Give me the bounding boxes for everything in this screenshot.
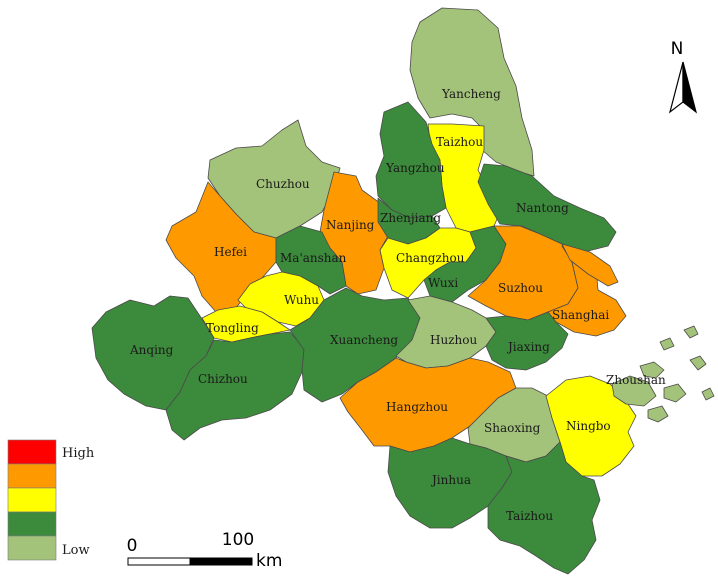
scale-start-label: 0 (127, 536, 138, 556)
label-jiaxing: Jiaxing (506, 340, 550, 354)
island-zhoushan-2 (639, 361, 665, 379)
label-yangzhou: Yangzhou (385, 161, 445, 175)
label-yancheng: Yancheng (441, 87, 501, 101)
label-anqing: Anqing (129, 343, 174, 357)
label-wuxi: Wuxi (428, 276, 458, 290)
label-nanjing: Nanjing (326, 218, 375, 232)
legend-low-label: Low (62, 543, 90, 558)
label-taizhou-jiangsu: Taizhou (436, 135, 483, 149)
island-zhoushan-7 (683, 325, 699, 339)
label-changzhou: Changzhou (396, 251, 465, 265)
island-zhoushan-main (611, 375, 657, 407)
scale-end-label: 100 (222, 530, 254, 550)
label-jinhua: Jinhua (430, 473, 471, 487)
label-chizhou: Chizhou (198, 372, 248, 386)
north-label: N (671, 39, 684, 59)
region-taizhou-zhejiang (487, 441, 601, 575)
label-suzhou: Suzhou (498, 281, 543, 295)
region-chongming-island (561, 243, 619, 287)
label-chuzhou: Chuzhou (256, 177, 310, 191)
label-huzhou: Huzhou (430, 333, 477, 347)
region-yangzhou (375, 101, 447, 219)
label-shanghai: Shanghai (552, 308, 609, 322)
north-arrow-right-half (682, 61, 698, 114)
scale-bar-white-segment (127, 557, 191, 566)
label-shaoxing: Shaoxing (484, 421, 541, 435)
legend-swatch-high (7, 439, 57, 465)
island-zhoushan-8 (659, 337, 675, 351)
label-ningbo: Ningbo (566, 419, 611, 433)
scale-unit-label: km (256, 551, 282, 571)
label-wuhu: Wuhu (284, 293, 319, 307)
city-regions (91, 7, 637, 575)
label-zhenjiang: Zhenjiang (380, 211, 441, 225)
city-labels: Yancheng Taizhou Yangzhou Chuzhou Nanton… (129, 87, 666, 523)
north-arrow: N (668, 39, 698, 114)
label-nantong: Nantong (516, 201, 569, 215)
legend-swatch-mid-high (7, 463, 57, 489)
legend-swatch-low (7, 535, 57, 561)
label-tongling: Tongling (206, 321, 259, 335)
legend: High Low (7, 439, 95, 561)
legend-swatch-mid-low (7, 511, 57, 537)
label-xuancheng: Xuancheng (330, 333, 398, 347)
scale-bar: 0 100 km (127, 530, 283, 571)
island-zhoushan-5 (689, 355, 707, 371)
label-zhoushan: Zhoushan (606, 373, 666, 387)
legend-swatch-mid (7, 487, 57, 513)
region-jiaxing (485, 311, 569, 371)
label-hangzhou: Hangzhou (386, 400, 448, 414)
scale-bar-black-segment (189, 557, 253, 566)
region-maanshan (275, 225, 347, 295)
region-nantong (477, 163, 617, 253)
label-hefei: Hefei (214, 245, 247, 259)
zhoushan-islands (611, 325, 715, 423)
island-zhoushan-4 (647, 405, 669, 423)
label-taizhou-zhejiang: Taizhou (506, 509, 553, 523)
island-zhoushan-6 (701, 387, 715, 401)
label-maanshan: Ma'anshan (280, 251, 347, 265)
region-chizhou (165, 331, 305, 441)
north-arrow-left-half (668, 61, 684, 114)
island-zhoushan-3 (663, 383, 687, 403)
legend-high-label: High (62, 446, 95, 461)
